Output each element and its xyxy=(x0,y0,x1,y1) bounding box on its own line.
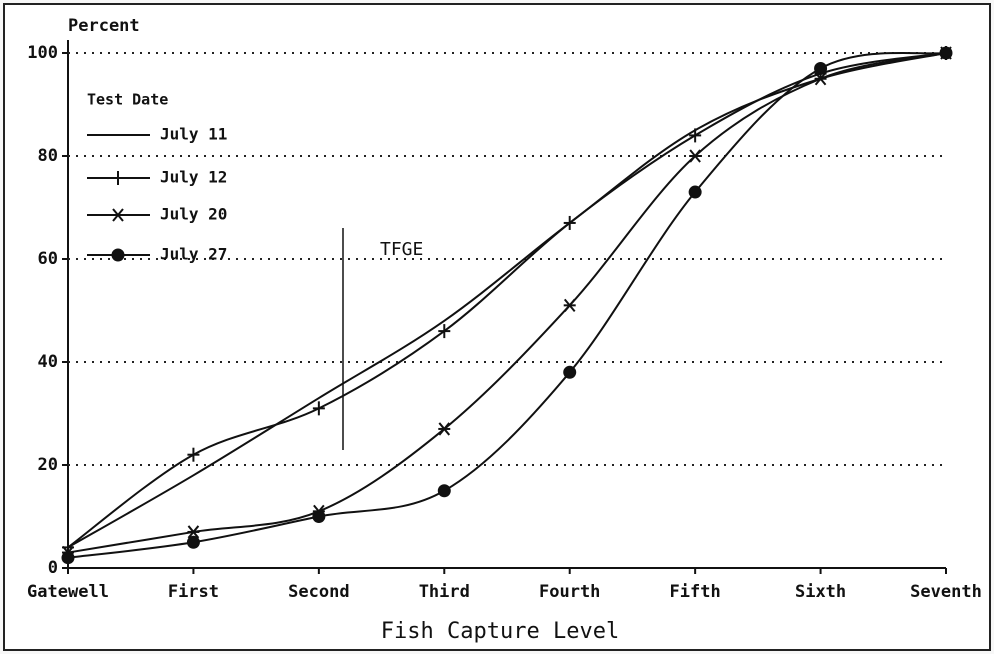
legend-marker xyxy=(111,248,125,262)
marker-part xyxy=(312,510,326,523)
y-tick-label: 0 xyxy=(48,558,58,578)
point xyxy=(438,422,451,436)
point xyxy=(312,401,325,416)
legend-label: July 12 xyxy=(160,168,227,187)
point xyxy=(438,324,451,339)
marker-part xyxy=(939,46,953,60)
series-line xyxy=(67,52,947,554)
y-tick-label: 40 xyxy=(38,352,58,372)
point xyxy=(814,72,827,86)
point xyxy=(814,61,828,75)
frame xyxy=(3,3,991,651)
marker-part xyxy=(111,248,125,262)
marker-part xyxy=(563,298,576,312)
marker-part xyxy=(689,149,701,163)
marker-part xyxy=(186,535,200,549)
marker-part xyxy=(688,185,702,199)
x-tick-label: Second xyxy=(288,582,349,602)
series-line xyxy=(67,51,947,559)
point xyxy=(187,525,200,539)
marker-part xyxy=(61,551,75,565)
point xyxy=(689,128,702,143)
x-tick-label: Fourth xyxy=(539,582,600,602)
x-tick-label: Third xyxy=(419,582,470,602)
x-axis-label: Fish Capture Level xyxy=(381,619,619,644)
y-tick-label: 20 xyxy=(38,455,58,475)
y-axis-label: Percent xyxy=(68,16,140,36)
series-line xyxy=(67,52,947,549)
legend-marker xyxy=(112,208,124,222)
point xyxy=(61,551,75,565)
marker-part xyxy=(437,484,451,498)
point xyxy=(186,535,200,549)
x-tick-label: Sixth xyxy=(795,582,846,602)
y-tick-label: 80 xyxy=(38,146,58,166)
point xyxy=(563,298,576,312)
x-tick-label: Fifth xyxy=(670,582,721,602)
legend-title: Test Date xyxy=(87,91,168,109)
point xyxy=(689,149,702,163)
point xyxy=(312,510,326,523)
point xyxy=(437,484,451,498)
y-tick-label: 100 xyxy=(27,43,58,63)
point xyxy=(563,365,577,379)
annotation: TFGE xyxy=(380,239,423,260)
point xyxy=(563,215,576,230)
marker-part xyxy=(814,61,828,75)
legend-label: July 27 xyxy=(160,245,227,264)
y-tick-label: 60 xyxy=(38,249,58,269)
marker-part xyxy=(438,422,451,436)
marker-part xyxy=(112,208,124,222)
marker-part xyxy=(187,525,200,539)
marker-part xyxy=(814,72,827,86)
point xyxy=(187,447,200,462)
x-tick-label: Seventh xyxy=(910,582,982,602)
legend-label: July 20 xyxy=(160,205,227,224)
legend-marker xyxy=(112,171,124,185)
x-tick-label: First xyxy=(168,582,219,602)
legend-label: July 11 xyxy=(160,125,227,144)
point xyxy=(939,46,953,60)
point xyxy=(688,185,702,199)
marker-part xyxy=(563,365,577,379)
x-tick-label: Gatewell xyxy=(27,582,109,602)
